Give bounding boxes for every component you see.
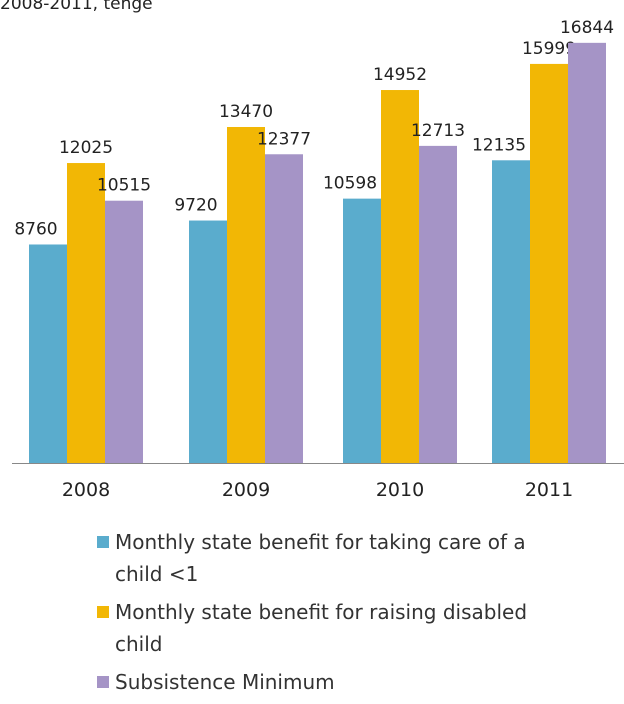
bar	[530, 63, 568, 464]
legend-item: Monthly state benefit for taking care of…	[97, 526, 557, 590]
legend-label: Monthly state benefit for raising disabl…	[115, 600, 528, 656]
chart-subtitle: 2008-2011, tenge	[0, 0, 153, 14]
legend-item: Subsistence Minimum	[97, 666, 557, 698]
data-label: 12135	[472, 135, 526, 155]
bar	[227, 126, 265, 463]
data-label: 14952	[373, 65, 427, 85]
legend-label: Subsistence Minimum	[115, 670, 335, 694]
legend-swatch	[97, 676, 109, 688]
legend-label: Monthly state benefit for taking care of…	[115, 530, 526, 586]
data-label: 12713	[411, 121, 465, 141]
x-tick-label: 2008	[62, 479, 110, 501]
data-label: 16844	[560, 18, 614, 38]
data-label: 9720	[174, 196, 217, 216]
bar	[419, 145, 457, 463]
bar	[265, 154, 303, 463]
x-tick-label: 2009	[222, 479, 270, 501]
data-label: 12025	[59, 138, 113, 158]
bar	[105, 200, 143, 463]
legend-swatch	[97, 536, 109, 548]
bar	[189, 220, 227, 463]
legend-item: Monthly state benefit for raising disabl…	[97, 596, 557, 660]
data-label: 8760	[14, 219, 57, 239]
chart: 2008-2011, tenge 2008 8760 12025 10515 2009 9…	[0, 0, 624, 501]
data-label: 10598	[323, 174, 377, 194]
legend: Monthly state benefit for taking care of…	[97, 526, 557, 704]
data-label: 13470	[219, 102, 273, 122]
bar	[343, 198, 381, 463]
x-tick-label: 2011	[525, 479, 573, 501]
bar	[492, 160, 530, 463]
x-tick-label: 2010	[376, 479, 424, 501]
bar	[67, 163, 105, 463]
bar	[381, 90, 419, 463]
legend-swatch	[97, 606, 109, 618]
bar	[29, 244, 67, 463]
data-label: 12377	[257, 129, 311, 149]
data-label: 10515	[97, 176, 151, 196]
bar	[568, 42, 606, 463]
data-label: 15999	[522, 39, 576, 59]
